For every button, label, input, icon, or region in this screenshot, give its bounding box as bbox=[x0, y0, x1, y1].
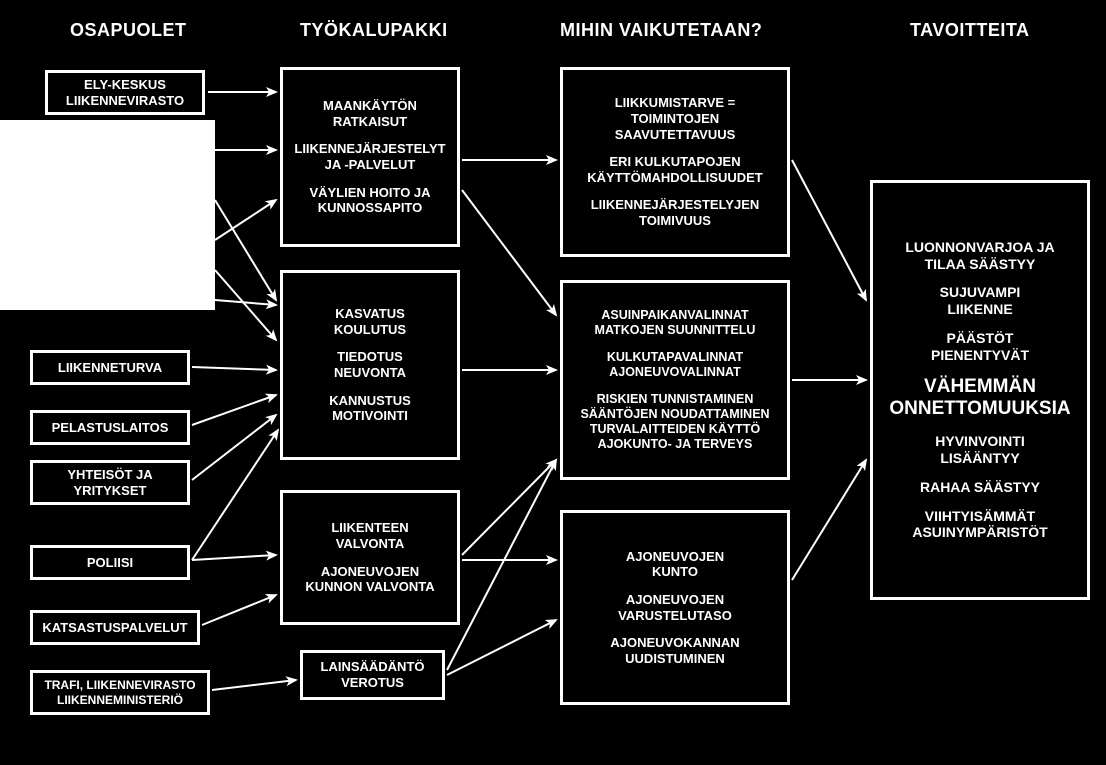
text: PÄÄSTÖT bbox=[931, 330, 1029, 347]
text: PELASTUSLAITOS bbox=[52, 420, 169, 436]
text: VEROTUS bbox=[341, 675, 404, 691]
toolkit-3: LIIKENTEEN VALVONTA AJONEUVOJEN KUNNON V… bbox=[280, 490, 460, 625]
text: MOTIVOINTI bbox=[329, 408, 411, 424]
text: LIIKENNETURVA bbox=[58, 360, 162, 376]
text: VÄYLIEN HOITO JA bbox=[309, 185, 430, 201]
text: TOIMINTOJEN bbox=[615, 111, 736, 127]
text: UUDISTUMINEN bbox=[610, 651, 739, 667]
header-mihin: MIHIN VAIKUTETAAN? bbox=[560, 20, 762, 41]
toolkit-1: MAANKÄYTÖN RATKAISUT LIIKENNEJÄRJESTELYT… bbox=[280, 67, 460, 247]
text: LIIKKUMISTARVE = bbox=[615, 95, 736, 111]
text: TRAFI, LIIKENNEVIRASTO bbox=[44, 678, 195, 692]
text: AJONEUVOJEN bbox=[305, 564, 434, 580]
text: KUNNON VALVONTA bbox=[305, 579, 434, 595]
text: RAHAA SÄÄSTYY bbox=[920, 479, 1040, 496]
text: YRITYKSET bbox=[74, 483, 147, 499]
party-poliisi: POLIISI bbox=[30, 545, 190, 580]
header-osapuolet: OSAPUOLET bbox=[70, 20, 187, 41]
text: PIENENTYVÄT bbox=[931, 347, 1029, 364]
text: HYVINVOINTI bbox=[935, 433, 1024, 450]
effect-1: LIIKKUMISTARVE = TOIMINTOJEN SAAVUTETTAV… bbox=[560, 67, 790, 257]
text: ERI KULKUTAPOJEN bbox=[587, 154, 763, 170]
toolkit-4: LAINSÄÄDÄNTÖ VEROTUS bbox=[300, 650, 445, 700]
text: LAINSÄÄDÄNTÖ bbox=[321, 659, 425, 675]
text: LIIKENNEVIRASTO bbox=[66, 93, 184, 109]
party-pelastuslaitos: PELASTUSLAITOS bbox=[30, 410, 190, 445]
text: VIIHTYISÄMMÄT bbox=[912, 508, 1047, 525]
text: LIIKENNEMINISTERIÖ bbox=[57, 693, 183, 707]
text: TIEDOTUS bbox=[334, 349, 406, 365]
masked-region bbox=[0, 120, 215, 310]
text: SUJUVAMPI bbox=[940, 284, 1021, 301]
text: LIIKENNE bbox=[940, 301, 1021, 318]
text: TURVALAITTEIDEN KÄYTTÖ bbox=[580, 422, 769, 437]
text: KOULUTUS bbox=[334, 322, 406, 338]
text: ELY-KESKUS bbox=[84, 77, 166, 93]
text: SÄÄNTÖJEN NOUDATTAMINEN bbox=[580, 407, 769, 422]
effect-3: AJONEUVOJEN KUNTO AJONEUVOJEN VARUSTELUT… bbox=[560, 510, 790, 705]
text: ASUINYMPÄRISTÖT bbox=[912, 524, 1047, 541]
text: KUNNOSSAPITO bbox=[309, 200, 430, 216]
text: VALVONTA bbox=[331, 536, 408, 552]
text: AJONEUVOVALINNAT bbox=[607, 365, 743, 380]
text: AJONEUVOKANNAN bbox=[610, 635, 739, 651]
text: KUNTO bbox=[626, 564, 724, 580]
text: RISKIEN TUNNISTAMINEN bbox=[580, 392, 769, 407]
text: ONNETTOMUUKSIA bbox=[889, 398, 1070, 421]
goals-box: LUONNONVARJOA JA TILAA SÄÄSTYY SUJUVAMPI… bbox=[870, 180, 1090, 600]
text: LIIKENNEJÄRJESTELYJEN bbox=[591, 197, 760, 213]
text: KASVATUS bbox=[334, 306, 406, 322]
text: KATSASTUSPALVELUT bbox=[42, 620, 187, 636]
text: VARUSTELUTASO bbox=[618, 608, 732, 624]
text: JA -PALVELUT bbox=[294, 157, 445, 173]
text: LIIKENTEEN bbox=[331, 520, 408, 536]
text: ASUINPAIKANVALINNAT bbox=[595, 308, 756, 323]
text: KANNUSTUS bbox=[329, 393, 411, 409]
text: AJOKUNTO- JA TERVEYS bbox=[580, 437, 769, 452]
text: KULKUTAPAVALINNAT bbox=[607, 350, 743, 365]
text: MATKOJEN SUUNNITTELU bbox=[595, 323, 756, 338]
text: AJONEUVOJEN bbox=[618, 592, 732, 608]
toolkit-2: KASVATUS KOULUTUS TIEDOTUS NEUVONTA KANN… bbox=[280, 270, 460, 460]
text: AJONEUVOJEN bbox=[626, 549, 724, 565]
text: MAANKÄYTÖN bbox=[323, 98, 417, 114]
text: TOIMIVUUS bbox=[591, 213, 760, 229]
text: YHTEISÖT JA bbox=[67, 467, 152, 483]
text: NEUVONTA bbox=[334, 365, 406, 381]
party-liikenneturva: LIIKENNETURVA bbox=[30, 350, 190, 385]
effect-2: ASUINPAIKANVALINNAT MATKOJEN SUUNNITTELU… bbox=[560, 280, 790, 480]
text: KÄYTTÖMAHDOLLISUUDET bbox=[587, 170, 763, 186]
party-yhteisot: YHTEISÖT JA YRITYKSET bbox=[30, 460, 190, 505]
text: VÄHEMMÄN bbox=[889, 376, 1070, 399]
party-katsastus: KATSASTUSPALVELUT bbox=[30, 610, 200, 645]
text: SAAVUTETTAVUUS bbox=[615, 127, 736, 143]
text: LIIKENNEJÄRJESTELYT bbox=[294, 141, 445, 157]
text: POLIISI bbox=[87, 555, 133, 571]
text: TILAA SÄÄSTYY bbox=[905, 256, 1054, 273]
text: LUONNONVARJOA JA bbox=[905, 239, 1054, 256]
header-tyokalupakki: TYÖKALUPAKKI bbox=[300, 20, 448, 41]
text: RATKAISUT bbox=[323, 114, 417, 130]
text: LISÄÄNTYY bbox=[935, 450, 1024, 467]
party-ely: ELY-KESKUS LIIKENNEVIRASTO bbox=[45, 70, 205, 115]
party-trafi: TRAFI, LIIKENNEVIRASTO LIIKENNEMINISTERI… bbox=[30, 670, 210, 715]
header-tavoitteita: TAVOITTEITA bbox=[910, 20, 1030, 41]
